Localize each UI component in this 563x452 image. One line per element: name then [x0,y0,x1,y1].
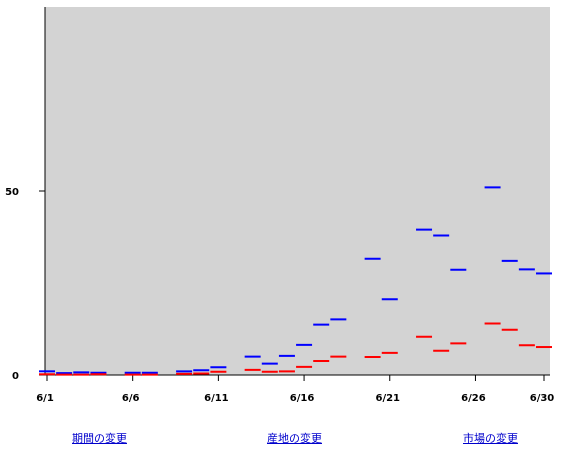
change-origin-link[interactable]: 産地の変更 [267,432,322,445]
x-tick-label: 6/16 [290,393,315,404]
y-axis: 0 50 [5,7,46,382]
x-axis: 6/1 6/6 6/11 6/16 6/21 6/26 6/30 [36,374,555,404]
x-tick-label: 6/1 [36,393,54,404]
x-tick-label: 6/11 [204,393,229,404]
x-tick-label: 6/30 [530,393,555,404]
x-tick-label: 6/6 [122,393,140,404]
change-period-link[interactable]: 期間の変更 [72,432,127,445]
x-tick-label: 6/21 [375,393,400,404]
y-tick-label: 50 [5,187,19,198]
plot-background [45,7,550,375]
data-marks [39,186,552,376]
change-market-link[interactable]: 市場の変更 [463,432,518,445]
x-tick-label: 6/26 [461,393,486,404]
y-tick-label: 0 [12,371,19,382]
